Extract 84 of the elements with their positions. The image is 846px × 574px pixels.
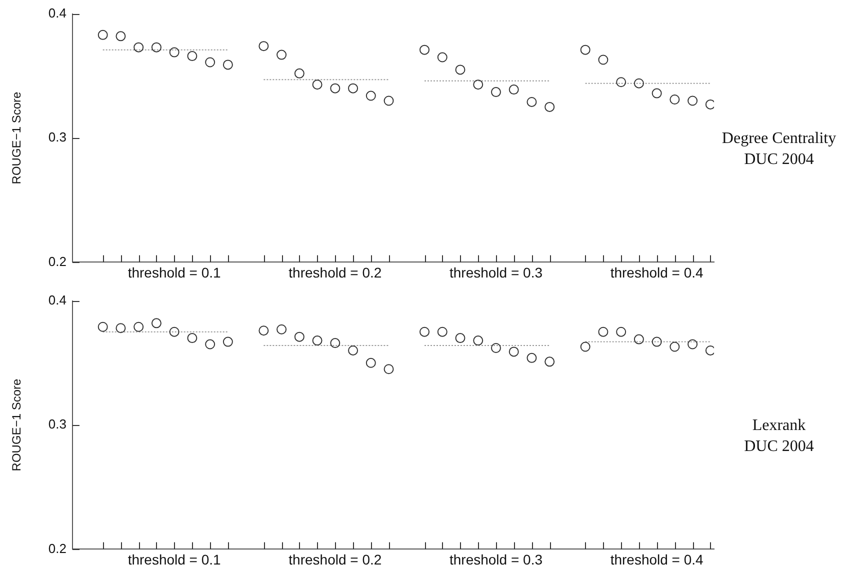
point xyxy=(312,336,322,346)
point xyxy=(473,336,484,346)
point xyxy=(276,50,287,60)
point xyxy=(670,94,680,104)
point xyxy=(276,324,287,334)
point xyxy=(598,326,608,337)
point xyxy=(222,60,233,70)
point xyxy=(366,90,376,101)
point xyxy=(330,338,340,348)
point xyxy=(205,339,216,350)
point xyxy=(294,332,304,342)
point xyxy=(473,80,484,90)
point xyxy=(348,83,358,94)
point xyxy=(437,52,448,62)
point xyxy=(384,96,394,106)
point xyxy=(526,352,537,363)
text: Lexrank xyxy=(751,416,807,436)
x-tick-label: threshold = 0.3 xyxy=(449,264,543,280)
point xyxy=(116,323,126,334)
point xyxy=(437,326,448,337)
point xyxy=(134,322,144,332)
point xyxy=(348,345,358,356)
text: DUC 2004 xyxy=(743,437,815,457)
point xyxy=(98,322,108,332)
y-tick-label: 0.4 xyxy=(48,292,66,308)
point xyxy=(151,42,162,52)
y-tick-label: 0.2 xyxy=(48,540,66,556)
point xyxy=(670,342,680,352)
point xyxy=(688,339,698,350)
x-tick-label: threshold = 0.4 xyxy=(610,264,704,280)
text: DUC 2004 xyxy=(743,150,815,170)
point xyxy=(544,356,555,367)
point xyxy=(490,87,501,98)
point xyxy=(205,57,216,68)
point xyxy=(634,78,644,88)
point xyxy=(420,326,430,337)
point xyxy=(420,44,430,55)
point xyxy=(526,96,537,107)
point xyxy=(294,68,304,78)
x-tick-label: threshold = 0.1 xyxy=(128,551,222,568)
x-tick-label: threshold = 0.2 xyxy=(288,551,382,568)
point xyxy=(652,336,662,347)
point xyxy=(616,326,626,337)
point xyxy=(598,54,608,65)
x-tick-label: threshold = 0.3 xyxy=(449,551,543,568)
point xyxy=(544,102,555,112)
x-tick-label: threshold = 0.4 xyxy=(610,551,704,568)
y-tick-label: 0.3 xyxy=(48,130,66,145)
point xyxy=(705,345,714,356)
y-tick-label: 0.2 xyxy=(48,254,66,269)
point xyxy=(222,336,233,347)
point xyxy=(508,84,519,95)
point xyxy=(455,64,466,75)
point xyxy=(580,342,590,352)
point xyxy=(169,326,180,337)
point xyxy=(98,30,108,40)
point xyxy=(134,42,144,52)
point xyxy=(508,346,519,357)
point xyxy=(384,364,394,374)
point xyxy=(116,31,126,42)
point xyxy=(580,44,590,55)
text: Degree Centrality xyxy=(720,129,838,149)
y-axis-title: ROUGE−1 Score xyxy=(10,378,24,472)
x-tick-label: threshold = 0.2 xyxy=(288,264,382,280)
point xyxy=(366,358,376,368)
point xyxy=(616,77,626,88)
point xyxy=(455,333,466,344)
point xyxy=(705,99,714,110)
x-tick-label: threshold = 0.1 xyxy=(128,264,222,280)
point xyxy=(330,83,340,94)
point xyxy=(490,342,501,353)
point xyxy=(634,334,644,344)
point xyxy=(169,47,180,58)
y-axis-title: ROUGE−1 Score xyxy=(10,91,24,184)
point xyxy=(187,333,198,344)
point xyxy=(652,88,662,98)
point xyxy=(312,80,322,90)
y-tick-label: 0.3 xyxy=(48,416,66,432)
point xyxy=(688,96,698,106)
point xyxy=(258,326,269,336)
point xyxy=(187,51,198,62)
point xyxy=(151,318,162,328)
point xyxy=(258,41,269,52)
y-tick-label: 0.4 xyxy=(48,5,66,20)
